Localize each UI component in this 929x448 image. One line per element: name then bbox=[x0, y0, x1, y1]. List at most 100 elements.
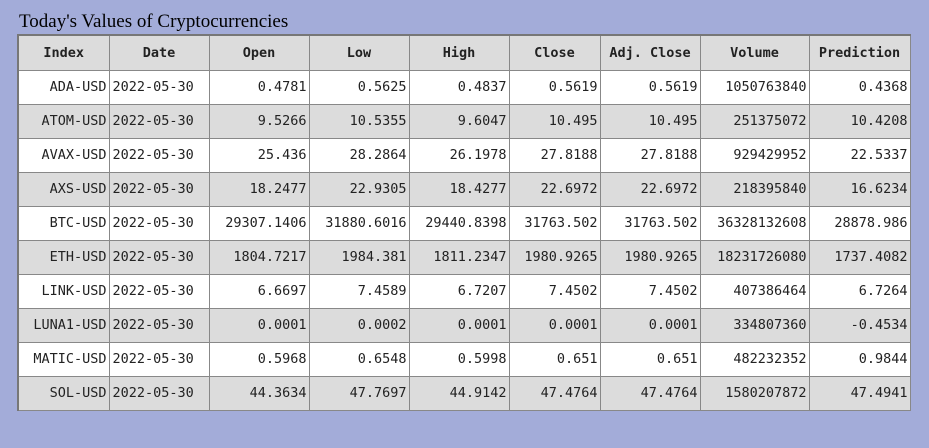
prediction-cell: 22.5337 bbox=[808, 137, 911, 173]
column-header-close[interactable]: Close bbox=[508, 34, 601, 71]
adj-close-cell: 31763.502 bbox=[599, 205, 701, 241]
date-cell: 2022-05-30 bbox=[108, 273, 210, 309]
close-cell: 47.4764 bbox=[508, 375, 601, 411]
column-header-index[interactable]: Index bbox=[17, 34, 110, 71]
close-cell: 27.8188 bbox=[508, 137, 601, 173]
high-cell: 29440.8398 bbox=[408, 205, 510, 241]
page-title: Today's Values of Cryptocurrencies bbox=[19, 11, 289, 32]
date-cell: 2022-05-30 bbox=[108, 239, 210, 275]
volume-cell: 18231726080 bbox=[699, 239, 810, 275]
open-cell: 29307.1406 bbox=[208, 205, 310, 241]
volume-cell: 334807360 bbox=[699, 307, 810, 343]
prediction-cell: 0.4368 bbox=[808, 69, 911, 105]
column-header-low[interactable]: Low bbox=[308, 34, 410, 71]
table-row: LUNA1-USD 2022-05-30 0.0001 0.0002 0.0001 0.0… bbox=[17, 307, 911, 343]
table-row: MATIC-USD 2022-05-30 0.5968 0.6548 0.5998 0.6… bbox=[17, 341, 911, 377]
table-row: ATOM-USD 2022-05-30 9.5266 10.5355 9.6047 10.… bbox=[17, 103, 911, 139]
crypto-values-table: Index Date Open Low High Close Adj. Clos… bbox=[17, 34, 911, 411]
index-cell: AXS-USD bbox=[17, 171, 110, 207]
low-cell: 28.2864 bbox=[308, 137, 410, 173]
low-cell: 22.9305 bbox=[308, 171, 410, 207]
open-cell: 25.436 bbox=[208, 137, 310, 173]
table-row: AVAX-USD 2022-05-30 25.436 28.2864 26.1978 27… bbox=[17, 137, 911, 173]
volume-cell: 251375072 bbox=[699, 103, 810, 139]
index-cell: MATIC-USD bbox=[17, 341, 110, 377]
date-cell: 2022-05-30 bbox=[108, 375, 210, 411]
close-cell: 22.6972 bbox=[508, 171, 601, 207]
prediction-cell: 16.6234 bbox=[808, 171, 911, 207]
low-cell: 0.6548 bbox=[308, 341, 410, 377]
volume-cell: 929429952 bbox=[699, 137, 810, 173]
volume-cell: 407386464 bbox=[699, 273, 810, 309]
table-row: AXS-USD 2022-05-30 18.2477 22.9305 18.4277 22… bbox=[17, 171, 911, 207]
open-cell: 1804.7217 bbox=[208, 239, 310, 275]
column-header-open[interactable]: Open bbox=[208, 34, 310, 71]
table-body: ADA-USD 2022-05-30 0.4781 0.5625 0.4837 0.561… bbox=[17, 69, 911, 411]
high-cell: 26.1978 bbox=[408, 137, 510, 173]
open-cell: 6.6697 bbox=[208, 273, 310, 309]
open-cell: 9.5266 bbox=[208, 103, 310, 139]
table-row: LINK-USD 2022-05-30 6.6697 7.4589 6.7207 7.45… bbox=[17, 273, 911, 309]
index-cell: ETH-USD bbox=[17, 239, 110, 275]
adj-close-cell: 10.495 bbox=[599, 103, 701, 139]
adj-close-cell: 1980.9265 bbox=[599, 239, 701, 275]
adj-close-cell: 0.0001 bbox=[599, 307, 701, 343]
volume-cell: 1580207872 bbox=[699, 375, 810, 411]
low-cell: 47.7697 bbox=[308, 375, 410, 411]
high-cell: 0.0001 bbox=[408, 307, 510, 343]
prediction-cell: 28878.986 bbox=[808, 205, 911, 241]
adj-close-cell: 22.6972 bbox=[599, 171, 701, 207]
low-cell: 7.4589 bbox=[308, 273, 410, 309]
close-cell: 1980.9265 bbox=[508, 239, 601, 275]
close-cell: 10.495 bbox=[508, 103, 601, 139]
column-header-adj-close[interactable]: Adj. Close bbox=[599, 34, 701, 71]
open-cell: 18.2477 bbox=[208, 171, 310, 207]
high-cell: 1811.2347 bbox=[408, 239, 510, 275]
low-cell: 10.5355 bbox=[308, 103, 410, 139]
date-cell: 2022-05-30 bbox=[108, 307, 210, 343]
low-cell: 1984.381 bbox=[308, 239, 410, 275]
volume-cell: 218395840 bbox=[699, 171, 810, 207]
date-cell: 2022-05-30 bbox=[108, 205, 210, 241]
high-cell: 0.5998 bbox=[408, 341, 510, 377]
date-cell: 2022-05-30 bbox=[108, 69, 210, 105]
index-cell: LINK-USD bbox=[17, 273, 110, 309]
adj-close-cell: 7.4502 bbox=[599, 273, 701, 309]
high-cell: 0.4837 bbox=[408, 69, 510, 105]
adj-close-cell: 0.651 bbox=[599, 341, 701, 377]
date-cell: 2022-05-30 bbox=[108, 341, 210, 377]
open-cell: 0.5968 bbox=[208, 341, 310, 377]
prediction-cell: 47.4941 bbox=[808, 375, 911, 411]
table-row: ETH-USD 2022-05-30 1804.7217 1984.381 1811.2… bbox=[17, 239, 911, 275]
table-header-row: Index Date Open Low High Close Adj. Clos… bbox=[17, 34, 911, 71]
column-header-volume[interactable]: Volume bbox=[699, 34, 810, 71]
volume-cell: 36328132608 bbox=[699, 205, 810, 241]
date-cell: 2022-05-30 bbox=[108, 103, 210, 139]
column-header-date[interactable]: Date bbox=[108, 34, 210, 71]
column-header-prediction[interactable]: Prediction bbox=[808, 34, 911, 71]
prediction-cell: 1737.4082 bbox=[808, 239, 911, 275]
index-cell: AVAX-USD bbox=[17, 137, 110, 173]
index-cell: SOL-USD bbox=[17, 375, 110, 411]
prediction-cell: 10.4208 bbox=[808, 103, 911, 139]
table-row: BTC-USD 2022-05-30 29307.1406 31880.6016 294… bbox=[17, 205, 911, 241]
high-cell: 44.9142 bbox=[408, 375, 510, 411]
close-cell: 0.0001 bbox=[508, 307, 601, 343]
prediction-cell: -0.4534 bbox=[808, 307, 911, 343]
volume-cell: 482232352 bbox=[699, 341, 810, 377]
column-header-high[interactable]: High bbox=[408, 34, 510, 71]
low-cell: 0.0002 bbox=[308, 307, 410, 343]
high-cell: 6.7207 bbox=[408, 273, 510, 309]
low-cell: 31880.6016 bbox=[308, 205, 410, 241]
adj-close-cell: 47.4764 bbox=[599, 375, 701, 411]
low-cell: 0.5625 bbox=[308, 69, 410, 105]
close-cell: 0.5619 bbox=[508, 69, 601, 105]
adj-close-cell: 27.8188 bbox=[599, 137, 701, 173]
close-cell: 0.651 bbox=[508, 341, 601, 377]
date-cell: 2022-05-30 bbox=[108, 137, 210, 173]
date-cell: 2022-05-30 bbox=[108, 171, 210, 207]
index-cell: BTC-USD bbox=[17, 205, 110, 241]
index-cell: LUNA1-USD bbox=[17, 307, 110, 343]
open-cell: 0.0001 bbox=[208, 307, 310, 343]
